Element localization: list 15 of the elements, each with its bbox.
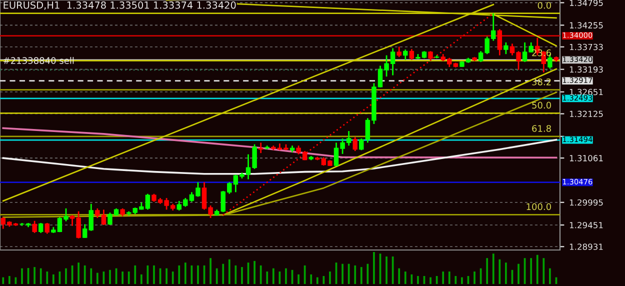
y-tick-label: 1.32651 xyxy=(570,88,603,96)
annotation: 100.0 xyxy=(526,203,551,210)
y-tick-label: 1.29995 xyxy=(570,199,603,206)
y-tick-label: 1.31061 xyxy=(570,155,603,162)
y-tick-label: 1.34795 xyxy=(570,0,603,6)
y-tick-label: 1.29451 xyxy=(570,222,603,228)
y-tick-label: 1.34255 xyxy=(570,22,603,28)
chart-title: EURUSD,H1 1.33478 1.33501 1.33374 1.33420 xyxy=(4,1,236,10)
annotation: 50.0 xyxy=(532,102,551,109)
y-tick-label: 1.32125 xyxy=(570,110,603,118)
y-tick-label: 1.33193 xyxy=(570,66,603,73)
annotation: 61.8 xyxy=(532,125,551,132)
annotation: 0.0 xyxy=(538,2,551,9)
y-tick-label: 1.33733 xyxy=(570,44,603,50)
y-tick-label: 1.28931 xyxy=(570,244,603,250)
